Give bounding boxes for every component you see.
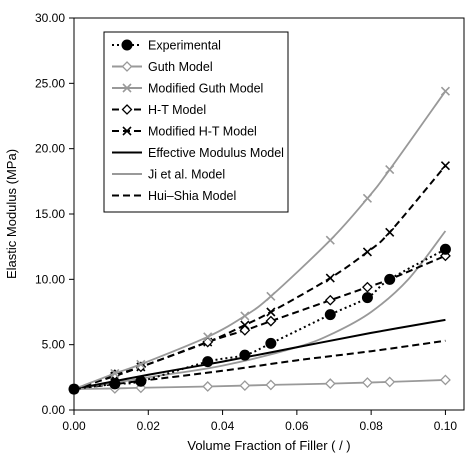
data-point-experimental — [439, 243, 451, 255]
legend-entry-modified-guth-model: Modified Guth Model — [112, 82, 263, 96]
data-point-experimental — [135, 375, 147, 387]
data-point-experimental — [361, 292, 373, 304]
legend-entry-guth-model: Guth Model — [112, 60, 213, 74]
y-tick-label: 20.00 — [35, 142, 65, 156]
series-experimental — [68, 243, 451, 395]
series-line-h-t-model — [73, 254, 446, 391]
y-tick-label: 0.00 — [42, 403, 66, 417]
x-axis-title: Volume Fraction of Filler ( / ) — [187, 438, 350, 453]
legend-entry-h-t-model: H-T Model — [112, 103, 206, 117]
legend-marker-modified-h-t-model — [122, 126, 132, 136]
legend-label-experimental: Experimental — [148, 39, 221, 53]
series-guth-model — [68, 374, 451, 395]
y-axis-title: Elastic Modulus (MPa) — [4, 149, 19, 279]
data-point-modified-guth-model — [110, 368, 120, 378]
legend-marker-h-t-model — [121, 104, 133, 115]
data-point-modified-guth-model — [440, 86, 450, 96]
legend-label-hui-shia-model: Hui–Shia Model — [148, 189, 236, 203]
data-point-h-t-model — [362, 281, 373, 293]
y-tick-label: 10.00 — [35, 272, 65, 286]
data-point-experimental — [68, 383, 80, 395]
x-tick-label: 0.10 — [434, 419, 458, 433]
x-axis-ticks: 0.00 0.02 0.04 0.06 0.08 0.10 — [62, 410, 457, 433]
data-point-modified-h-t-model — [385, 227, 395, 237]
data-point-h-t-model — [265, 315, 277, 327]
data-point-modified-guth-model — [203, 332, 213, 342]
series-line-guth-model — [73, 379, 446, 390]
legend-label-ji-et-al-model: Ji et al. Model — [148, 168, 225, 182]
data-point-modified-guth-model — [385, 165, 395, 175]
series-layer — [68, 86, 451, 395]
data-point-h-t-model — [324, 294, 336, 306]
x-tick-label: 0.06 — [285, 419, 309, 433]
legend-entry-experimental: Experimental — [112, 39, 221, 53]
series-line-ji-et-al-model — [73, 230, 447, 390]
legend-box — [103, 31, 289, 213]
x-tick-label: 0.00 — [62, 419, 86, 433]
data-point-experimental — [239, 349, 251, 361]
legend-label-h-t-model: H-T Model — [148, 103, 206, 117]
data-point-modified-guth-model — [136, 359, 146, 369]
x-tick-label: 0.04 — [211, 419, 235, 433]
data-point-modified-h-t-model — [266, 307, 276, 317]
data-point-modified-guth-model — [266, 291, 276, 301]
legend-entry-hui-shia-model: Hui–Shia Model — [112, 189, 236, 203]
legend-marker-guth-model — [121, 61, 133, 72]
y-tick-label: 15.00 — [35, 207, 65, 221]
y-tick-label: 5.00 — [42, 338, 66, 352]
data-point-modified-guth-model — [240, 311, 250, 321]
data-point-guth-model — [265, 379, 277, 391]
data-point-modified-h-t-model — [325, 273, 335, 283]
data-point-guth-model — [202, 381, 214, 392]
legend-label-modified-h-t-model: Modified H-T Model — [148, 125, 257, 139]
data-point-guth-model — [239, 380, 251, 391]
data-point-guth-model — [362, 377, 373, 388]
y-tick-label: 25.00 — [35, 76, 65, 90]
data-point-experimental — [384, 273, 396, 285]
y-axis-ticks: 0.00 5.00 10.00 15.00 20.00 25.00 30.00 — [35, 11, 74, 417]
legend-entry-ji-et-al-model: Ji et al. Model — [112, 168, 225, 182]
data-point-guth-model — [384, 376, 396, 388]
data-point-experimental — [265, 337, 277, 349]
data-point-modified-guth-model — [362, 193, 372, 203]
data-point-modified-h-t-model — [440, 161, 450, 171]
data-point-guth-model — [324, 378, 336, 390]
legend-label-effective-modulus-model: Effective Modulus Model — [148, 146, 284, 160]
legend: Experimental Guth Model Modified Guth Mode… — [103, 31, 289, 213]
x-tick-label: 0.02 — [137, 419, 161, 433]
legend-entry-modified-h-t-model: Modified H-T Model — [112, 125, 257, 139]
legend-label-guth-model: Guth Model — [148, 60, 213, 74]
legend-label-modified-guth-model: Modified Guth Model — [148, 82, 263, 96]
legend-marker-modified-guth-model — [122, 83, 132, 93]
series-line-modified-guth-model — [73, 90, 447, 390]
data-point-guth-model — [440, 374, 451, 386]
data-point-experimental — [109, 378, 121, 390]
x-tick-label: 0.08 — [359, 419, 383, 433]
legend-entry-effective-modulus-model: Effective Modulus Model — [112, 146, 284, 160]
legend-marker-experimental — [121, 39, 133, 51]
data-point-modified-guth-model — [325, 235, 335, 245]
series-ji-et-al-model — [73, 230, 447, 390]
y-tick-label: 30.00 — [35, 11, 65, 25]
data-point-experimental — [202, 356, 214, 368]
data-point-h-t-model — [239, 324, 251, 336]
data-point-experimental — [324, 309, 336, 321]
data-point-modified-h-t-model — [362, 247, 372, 257]
